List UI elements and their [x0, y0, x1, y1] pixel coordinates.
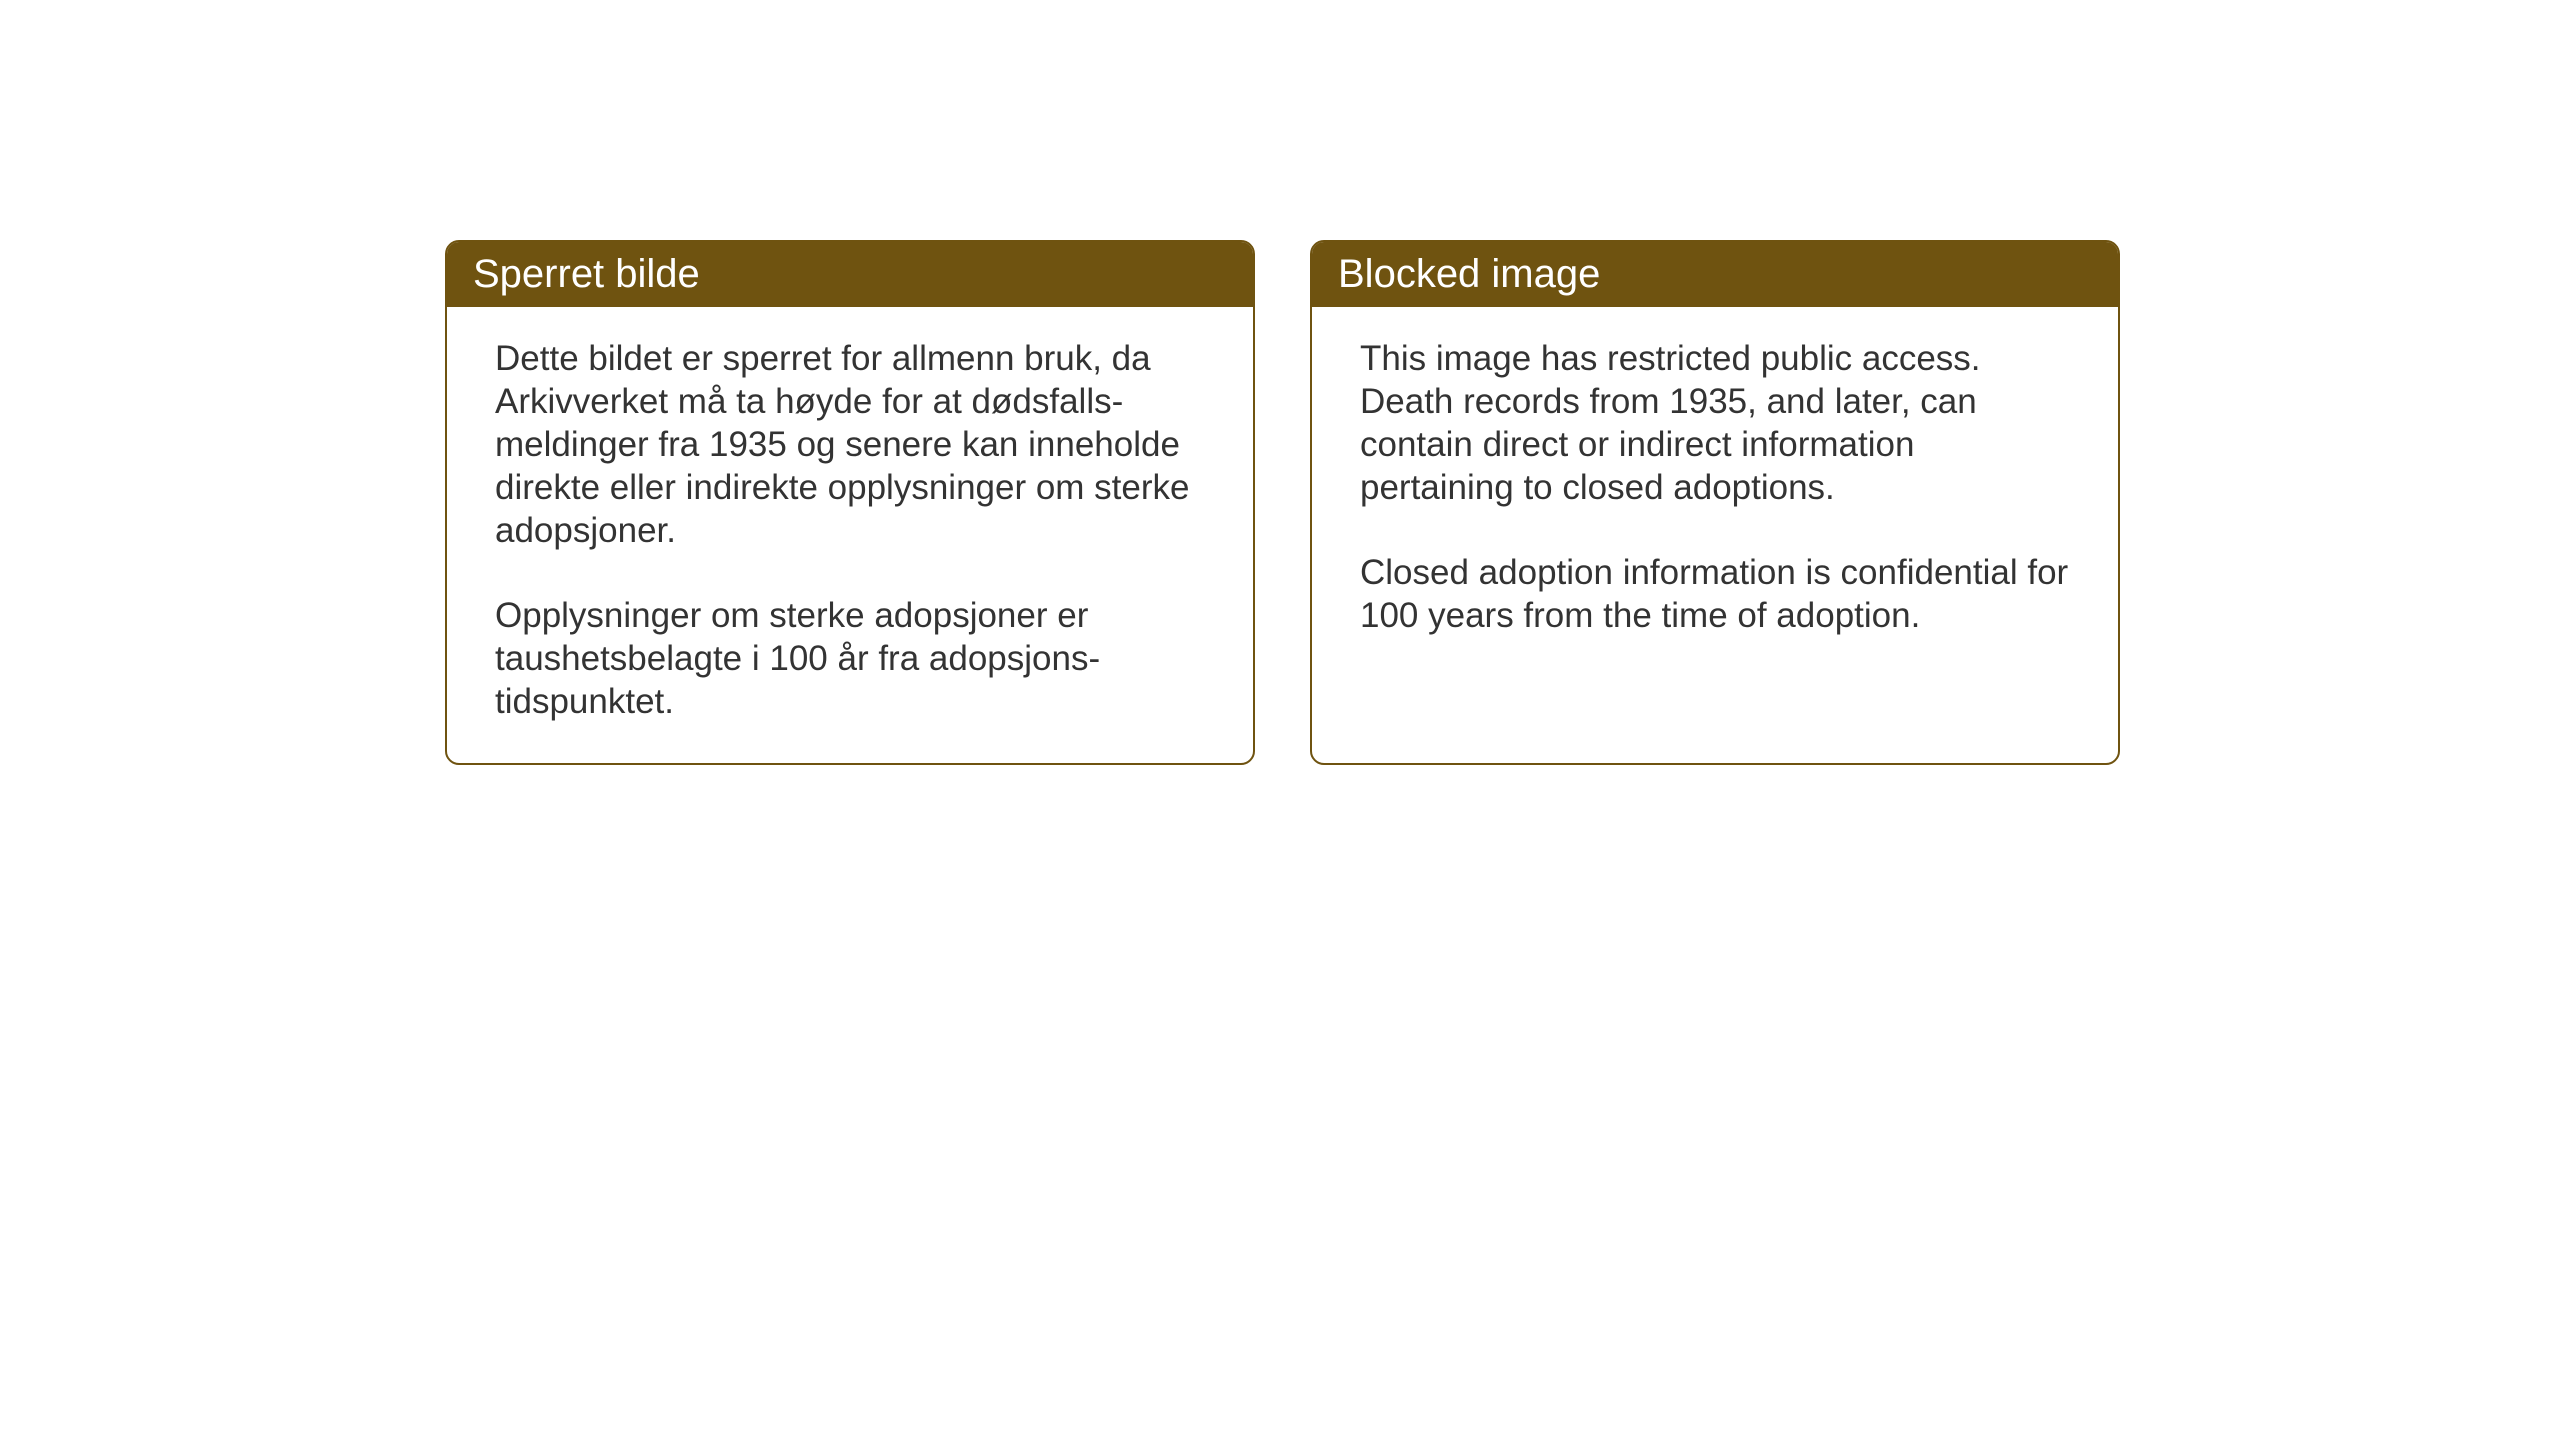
norwegian-card-body: Dette bildet er sperret for allmenn bruk… [447, 307, 1253, 763]
norwegian-notice-card: Sperret bilde Dette bildet er sperret fo… [445, 240, 1255, 765]
notice-container: Sperret bilde Dette bildet er sperret fo… [445, 240, 2120, 765]
norwegian-card-title: Sperret bilde [447, 242, 1253, 307]
english-paragraph-2: Closed adoption information is confident… [1360, 551, 2070, 637]
english-card-title: Blocked image [1312, 242, 2118, 307]
english-notice-card: Blocked image This image has restricted … [1310, 240, 2120, 765]
english-paragraph-1: This image has restricted public access.… [1360, 337, 2070, 509]
norwegian-paragraph-1: Dette bildet er sperret for allmenn bruk… [495, 337, 1205, 552]
english-card-body: This image has restricted public access.… [1312, 307, 2118, 677]
norwegian-paragraph-2: Opplysninger om sterke adopsjoner er tau… [495, 594, 1205, 723]
